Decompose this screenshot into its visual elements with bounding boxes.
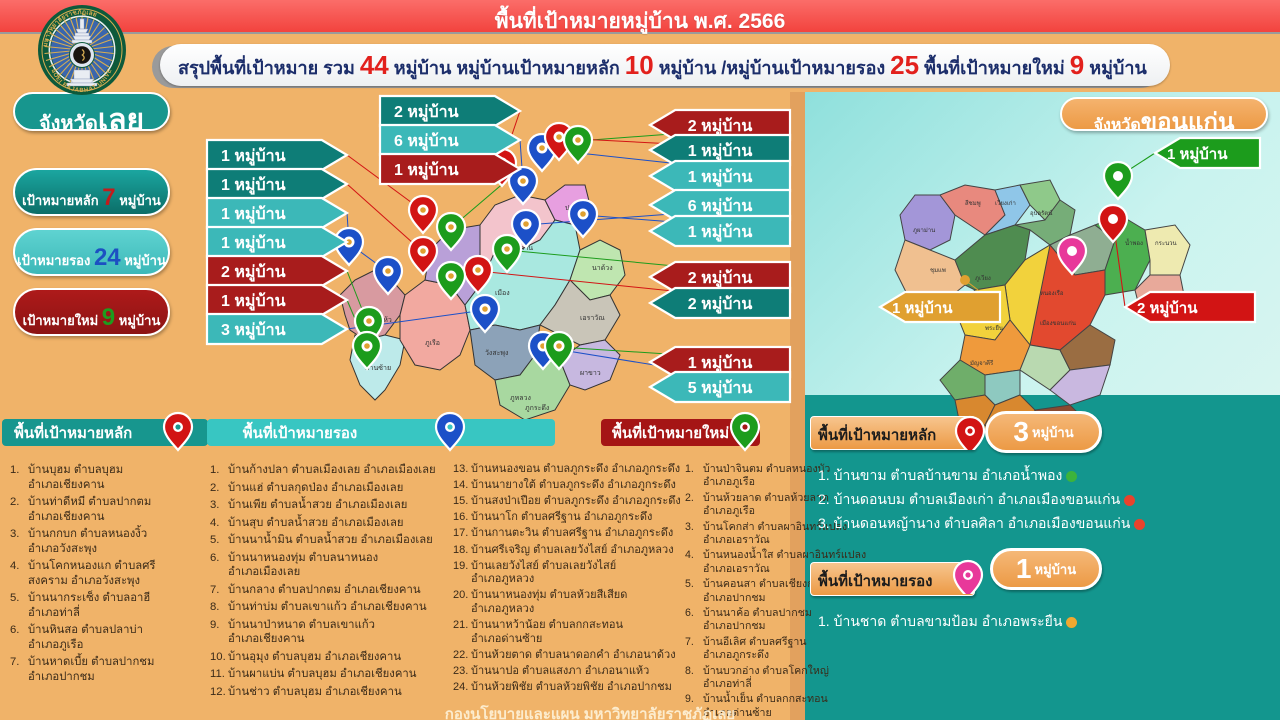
svg-text:1 หมู่บ้าน: 1 หมู่บ้าน (892, 300, 953, 318)
svg-text:1 หมู่บ้าน: 1 หมู่บ้าน (1167, 146, 1228, 164)
svg-text:2 หมู่บ้าน: 2 หมู่บ้าน (1137, 300, 1198, 318)
